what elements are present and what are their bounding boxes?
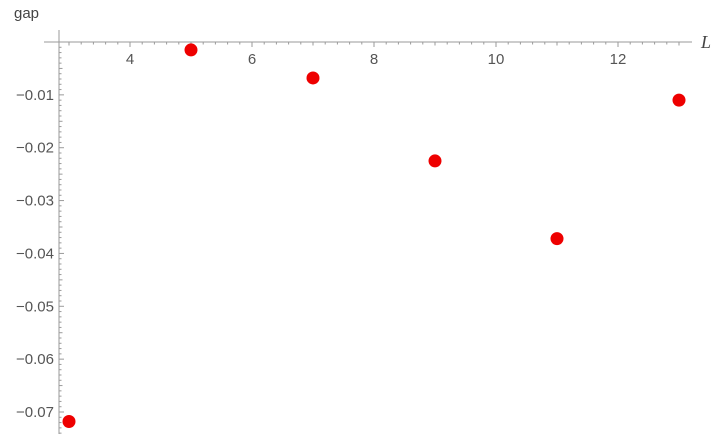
- y-tick-label: −0.04: [16, 245, 54, 262]
- y-axis-ticks: −0.01 −0.02 −0.03 −0.04 −0.05 −0.06 −0.07: [16, 41, 64, 434]
- data-point: [306, 71, 320, 85]
- data-point: [428, 154, 442, 168]
- y-axis-label: gap: [14, 5, 39, 22]
- x-axis-label: L: [700, 32, 711, 52]
- data-points: [62, 43, 686, 429]
- x-tick-label: 6: [248, 51, 256, 68]
- x-axis-ticks: 4 6 8 10 12: [68, 42, 680, 68]
- y-tick-label: −0.05: [16, 298, 54, 315]
- y-tick-label: −0.07: [16, 404, 54, 421]
- x-tick-label: 12: [610, 51, 627, 68]
- data-point: [672, 93, 686, 107]
- y-tick-label: −0.03: [16, 193, 54, 210]
- y-tick-label: −0.01: [16, 87, 54, 104]
- data-point: [550, 232, 564, 246]
- y-tick-label: −0.02: [16, 140, 54, 157]
- axes: 4 6 8 10 12 −0.01−0.02−0.03−0.04−0.05−0.06−0…: [16, 30, 692, 434]
- y-tick-label: −0.06: [16, 351, 54, 368]
- data-point: [184, 43, 198, 57]
- x-tick-label: 10: [488, 51, 505, 68]
- data-point: [62, 415, 76, 429]
- x-tick-label: 4: [126, 51, 134, 68]
- x-tick-label: 8: [370, 51, 378, 68]
